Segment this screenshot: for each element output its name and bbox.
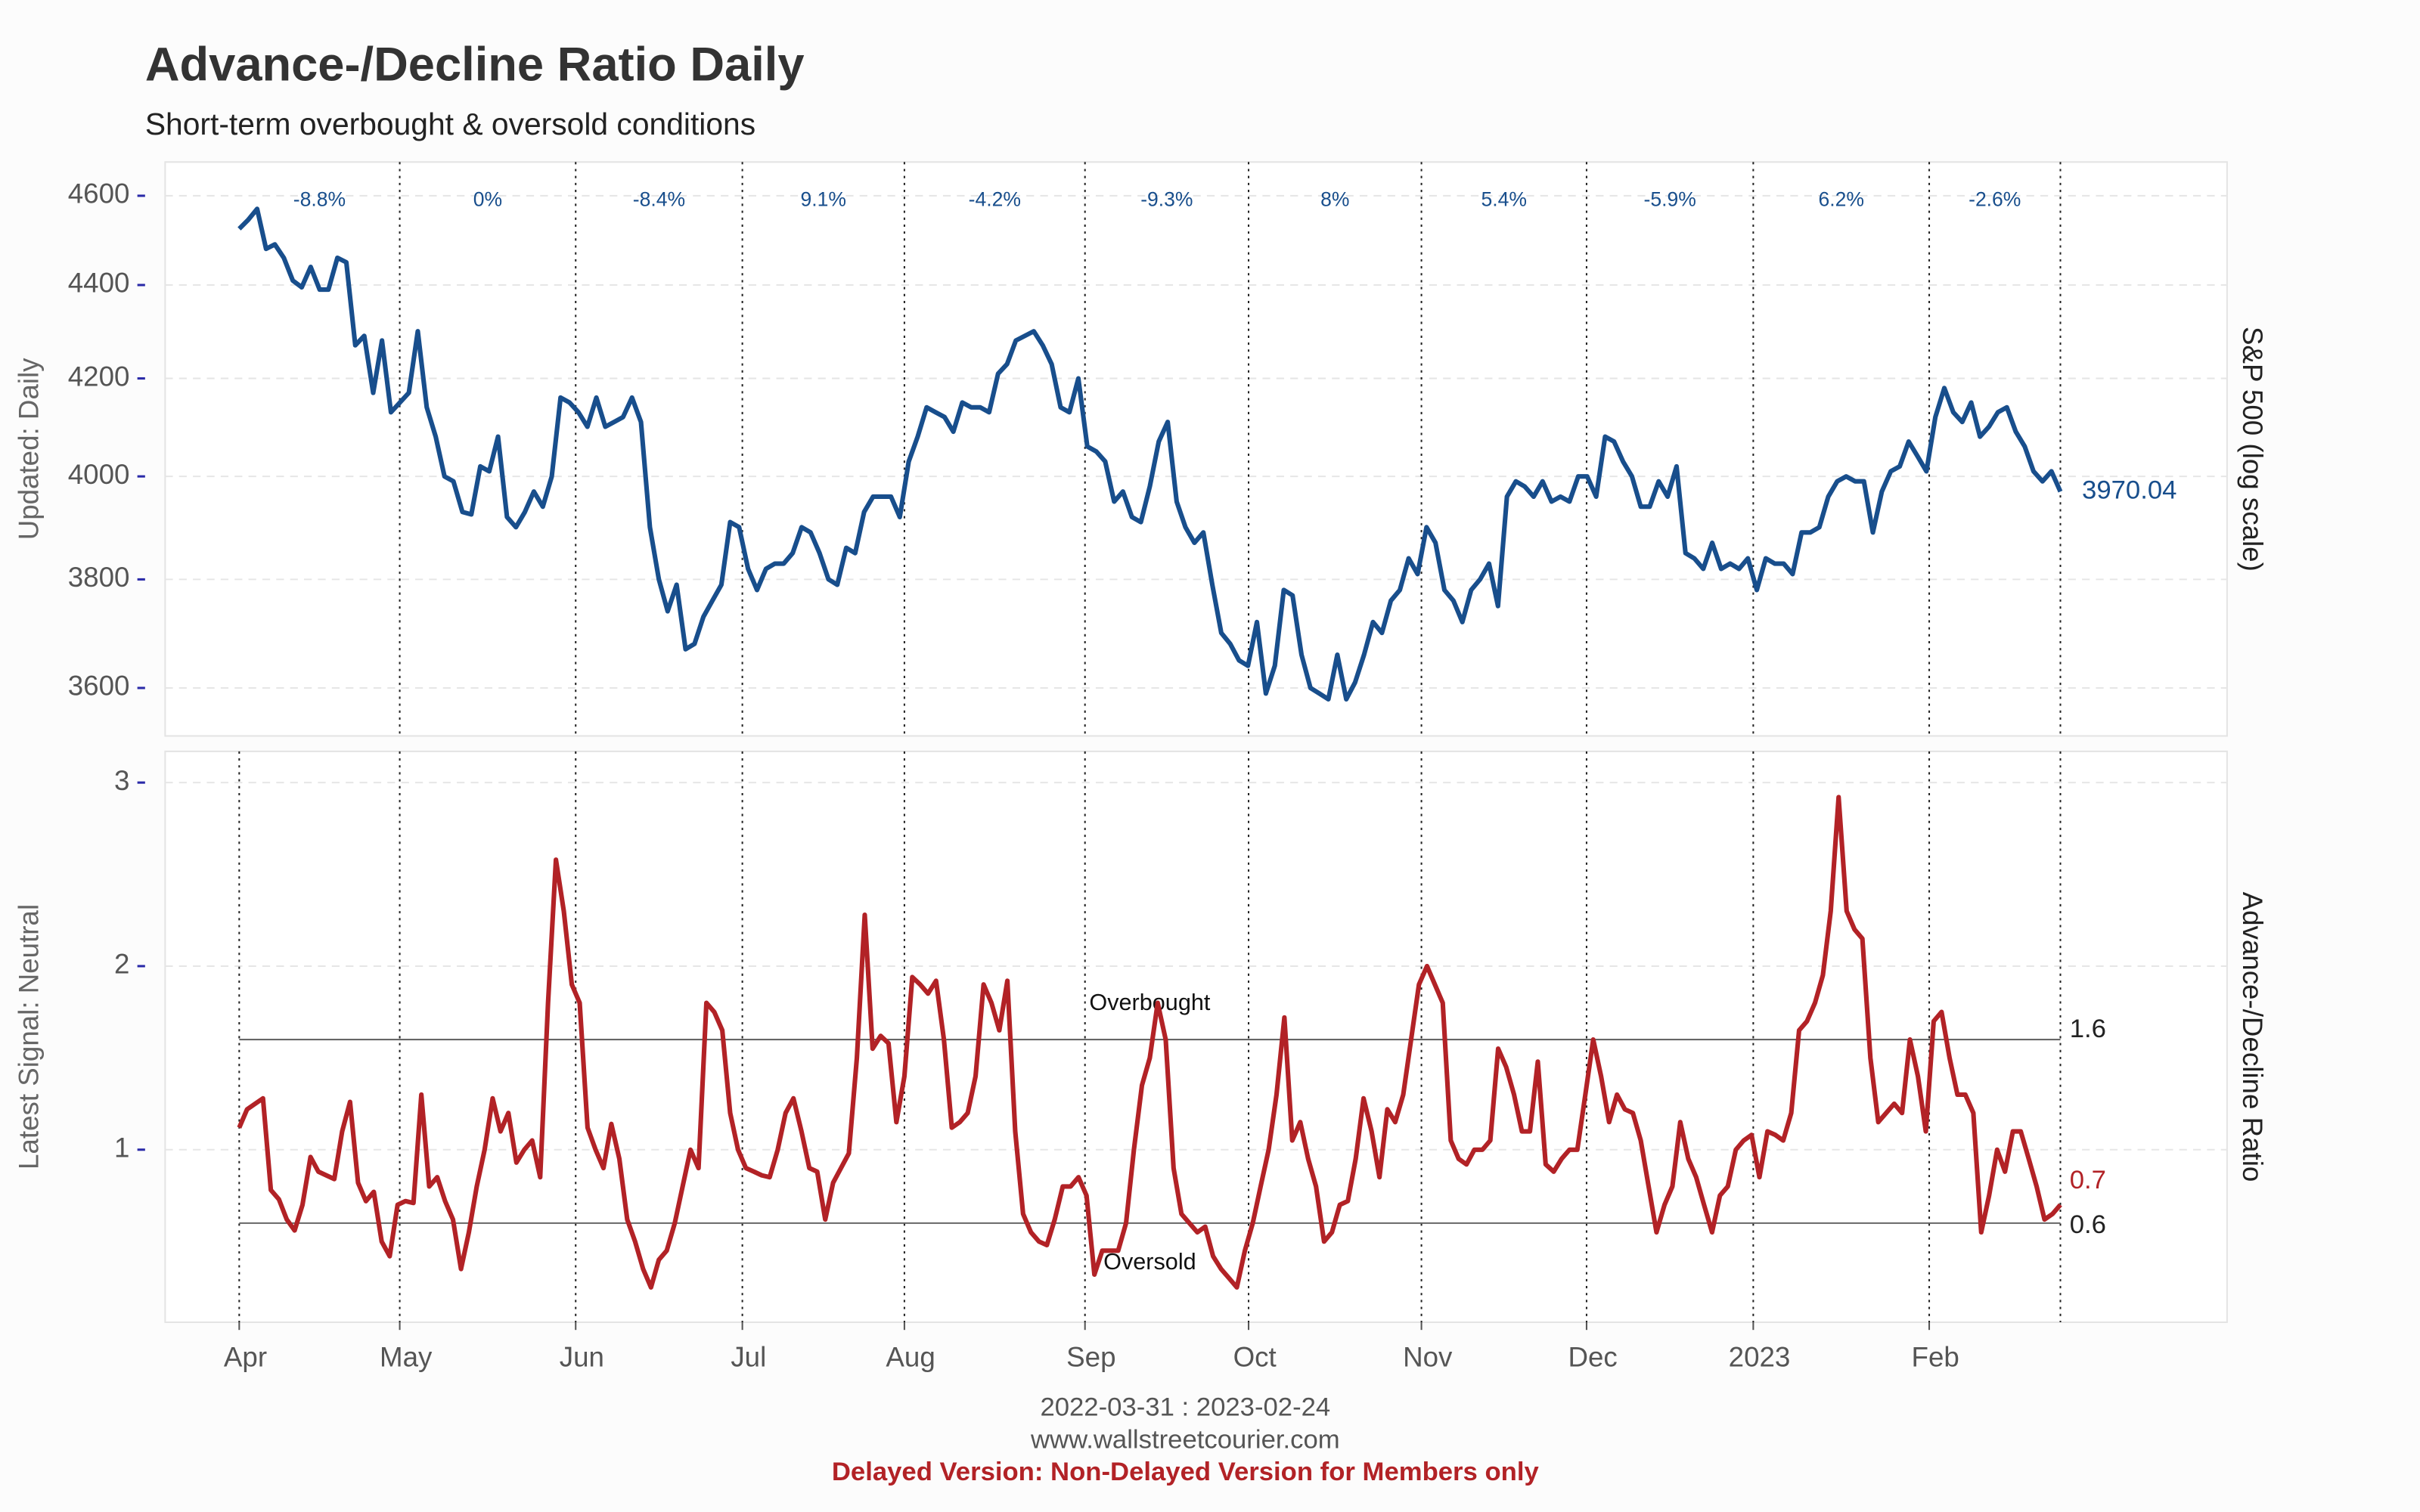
y2-axis-title: S&P 500 (log scale) <box>2237 327 2268 572</box>
monthly-change: 5.4% <box>1481 187 1527 210</box>
chart-title: Advance-/Decline Ratio Daily <box>145 38 805 91</box>
last-value: 0.7 <box>2070 1166 2106 1194</box>
reference-value: 0.6 <box>2070 1210 2106 1239</box>
x-tick-label: Feb <box>1912 1342 1959 1373</box>
x-tick-label: Aug <box>886 1342 935 1373</box>
chart-subtitle: Short-term overbought & oversold conditi… <box>145 107 755 141</box>
last-value: 3970.04 <box>2082 476 2176 504</box>
y-tick-label: 4400 <box>68 268 130 299</box>
notice: Delayed Version: Non-Delayed Version for… <box>832 1458 1540 1486</box>
y-tick-label: 4000 <box>68 459 130 490</box>
site: www.wallstreetcourier.com <box>1030 1425 1340 1454</box>
reference-label: Oversold <box>1103 1249 1196 1275</box>
x-tick-label: Oct <box>1233 1342 1277 1373</box>
y-tick-label: 3800 <box>68 562 130 593</box>
x-tick-label: May <box>380 1342 433 1373</box>
reference-label: Overbought <box>1089 990 1210 1015</box>
monthly-change: -8.8% <box>293 187 346 210</box>
monthly-change: 6.2% <box>1818 187 1863 210</box>
y-tick-label: 2 <box>114 949 129 980</box>
y-tick-label: 3 <box>114 765 129 796</box>
y-tick-label: 3600 <box>68 671 130 702</box>
monthly-change: 9.1% <box>801 187 846 210</box>
monthly-change: -4.2% <box>969 187 1021 210</box>
series-line <box>237 795 2062 1290</box>
y-tick-label: 4200 <box>68 361 130 392</box>
y-tick-label: 4600 <box>68 178 130 209</box>
top-panel <box>164 161 2228 737</box>
x-tick-label: Jul <box>731 1342 766 1373</box>
y-tick-label: 1 <box>114 1132 129 1163</box>
series-line <box>237 206 2063 702</box>
x-tick-label: Dec <box>1568 1342 1617 1373</box>
monthly-change: -5.9% <box>1644 187 1696 210</box>
x-tick-label: Apr <box>224 1342 267 1373</box>
y-axis-title: Latest Signal: Neutral <box>14 904 45 1170</box>
y2-axis-title: Advance-/Decline Ratio <box>2237 892 2268 1182</box>
monthly-change: -9.3% <box>1140 187 1193 210</box>
x-tick-label: Jun <box>560 1342 604 1373</box>
period: 2022-03-31 : 2023-02-24 <box>1040 1393 1330 1421</box>
x-tick-label: 2023 <box>1729 1342 1791 1373</box>
monthly-change: -8.4% <box>633 187 685 210</box>
reference-value: 1.6 <box>2070 1015 2106 1043</box>
monthly-change: 8% <box>1320 187 1349 210</box>
monthly-change: 0% <box>473 187 502 210</box>
x-tick-label: Sep <box>1066 1342 1115 1373</box>
monthly-change: -2.6% <box>1969 187 2021 210</box>
y-axis-title: Updated: Daily <box>14 358 45 540</box>
x-tick-label: Nov <box>1403 1342 1453 1373</box>
bottom-panel <box>164 750 2228 1323</box>
